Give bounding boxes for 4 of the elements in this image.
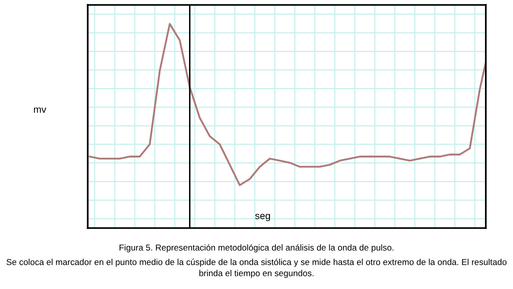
text: Se coloca el marcador en el punto medio de la cúspide de la onda sistólica y se mide hasta el otro extremo de la onda. El resultado brinda el tiempo en segundos.: [6, 258, 507, 278]
text: Figura 5. Representación metodológica del análisis de la onda de pulso.: [120, 244, 394, 252]
x-axis-title: seg: [255, 214, 270, 222]
y-axis-title: mv: [34, 107, 46, 113]
